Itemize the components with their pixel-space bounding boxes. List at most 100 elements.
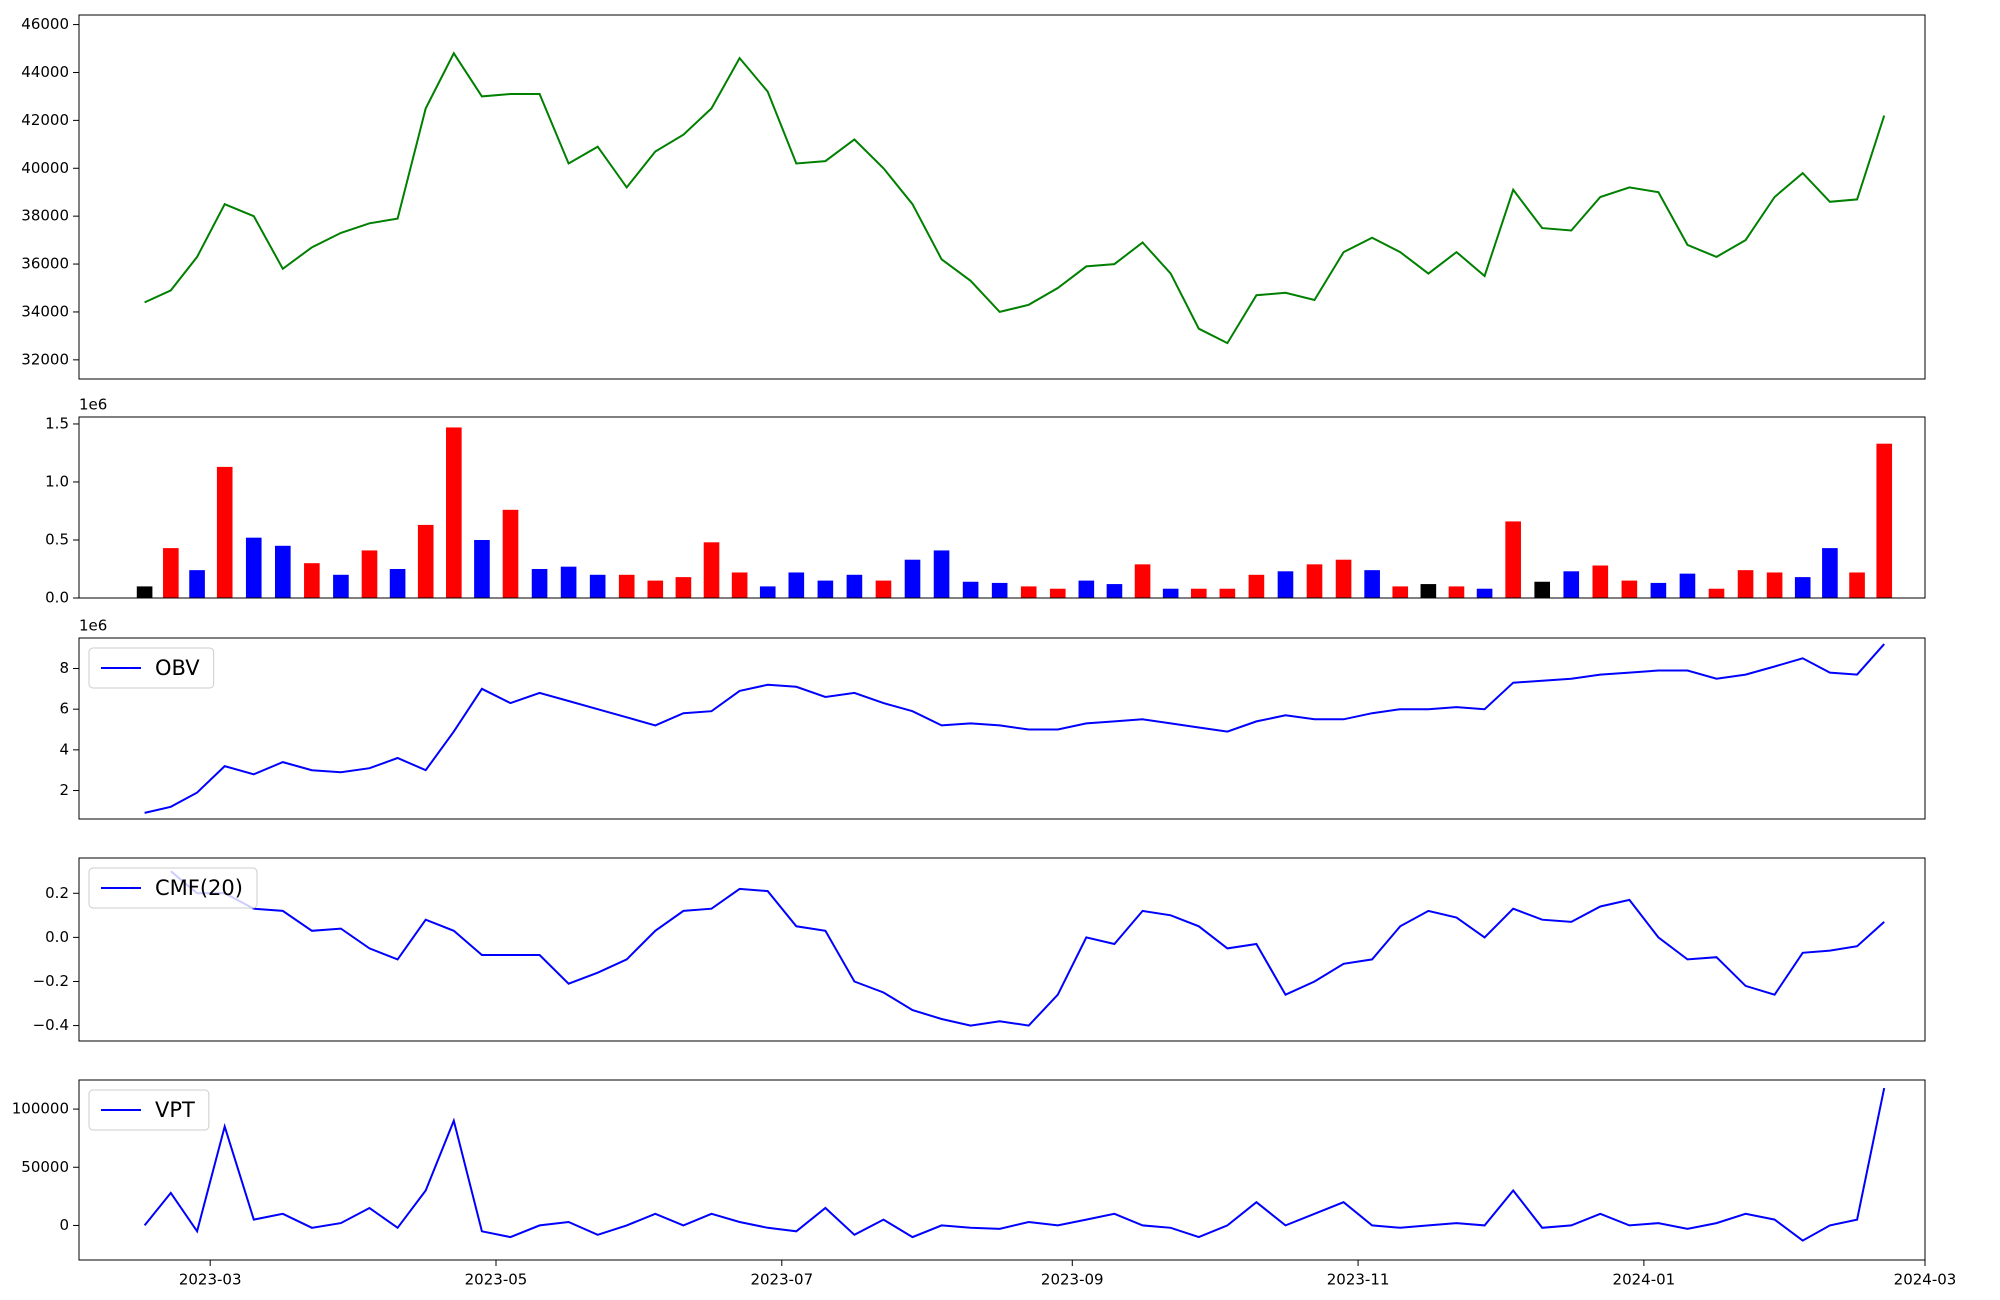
y-tick-label: 0.0 — [45, 928, 69, 946]
y-tick-label: 44000 — [21, 63, 69, 81]
bar — [531, 568, 548, 598]
bar — [560, 566, 577, 598]
bar — [618, 574, 635, 598]
bar — [1078, 580, 1095, 598]
offset-label: 1e6 — [79, 617, 107, 635]
bar — [904, 559, 921, 598]
bar — [1708, 588, 1725, 598]
y-tick-label: 4 — [59, 740, 69, 758]
x-tick-label: 2024-03 — [1894, 1271, 1957, 1289]
y-tick-label: 6 — [59, 700, 69, 718]
y-tick-label: 0.0 — [45, 589, 69, 607]
offset-label: 1e6 — [79, 396, 107, 414]
legend-label: VPT — [155, 1098, 195, 1122]
bar — [1737, 570, 1754, 598]
y-tick-label: 1.0 — [45, 472, 69, 490]
bar — [788, 572, 805, 598]
bar — [991, 582, 1008, 598]
bar — [1621, 580, 1638, 598]
bar — [675, 577, 692, 598]
bar — [163, 548, 179, 598]
bar — [1420, 584, 1437, 598]
bar — [1335, 559, 1352, 598]
bar — [731, 572, 748, 598]
y-tick-label: 36000 — [21, 255, 69, 273]
bar — [1650, 582, 1667, 598]
x-tick-label: 2023-07 — [750, 1271, 813, 1289]
bar — [1679, 573, 1696, 598]
bar — [875, 580, 892, 598]
bar — [274, 545, 291, 598]
y-tick-label: 50000 — [21, 1158, 69, 1176]
y-tick-label: 38000 — [21, 207, 69, 225]
bar — [1392, 586, 1409, 598]
bar — [389, 568, 406, 598]
y-tick-label: −0.4 — [33, 1016, 69, 1034]
bar — [962, 581, 979, 598]
x-tick-label: 2023-05 — [465, 1271, 528, 1289]
bar — [1849, 572, 1865, 598]
bar — [589, 574, 606, 598]
legend-box — [88, 867, 258, 909]
legend-box — [88, 1089, 210, 1131]
legend-label: CMF(20) — [155, 876, 243, 900]
y-tick-label: 32000 — [21, 350, 69, 368]
bar — [474, 539, 490, 598]
axes-frame — [78, 1079, 1926, 1261]
x-tick-label: 2024-01 — [1613, 1271, 1676, 1289]
bar — [1248, 574, 1265, 598]
y-tick-label: 46000 — [21, 15, 69, 33]
y-tick-label: 0.5 — [45, 530, 69, 548]
bar — [647, 580, 664, 598]
bar — [361, 550, 378, 598]
x-tick-label: 2023-03 — [179, 1271, 242, 1289]
legend-label: OBV — [155, 656, 200, 680]
bar — [417, 524, 434, 598]
y-tick-label: 0 — [59, 1216, 69, 1234]
bar — [1563, 571, 1580, 598]
bar — [1822, 548, 1838, 598]
bar — [1306, 564, 1323, 598]
bar — [933, 550, 950, 598]
x-tick-label: 2023-11 — [1327, 1271, 1390, 1289]
bar — [1364, 570, 1380, 598]
bar — [1448, 586, 1465, 598]
y-tick-label: 8 — [59, 659, 69, 677]
bar — [1277, 571, 1294, 598]
line — [144, 643, 1885, 814]
bar — [1106, 584, 1123, 598]
bar — [1476, 588, 1493, 598]
bar — [817, 580, 834, 598]
bar — [245, 537, 262, 598]
line — [170, 870, 1885, 1027]
line — [143, 1087, 1886, 1242]
y-tick-label: 34000 — [21, 302, 69, 320]
bar — [846, 574, 863, 598]
bar — [1134, 564, 1151, 598]
bar — [1049, 588, 1066, 598]
bar — [502, 509, 519, 598]
y-tick-label: 1.5 — [45, 414, 69, 432]
y-tick-label: 42000 — [21, 111, 69, 129]
bar — [1190, 588, 1207, 598]
bar — [1505, 521, 1521, 598]
x-tick-label: 2023-09 — [1041, 1271, 1104, 1289]
bar — [1162, 588, 1179, 598]
bar — [189, 570, 205, 598]
bar — [1020, 586, 1037, 598]
bar — [1794, 577, 1811, 598]
y-tick-label: 100000 — [12, 1100, 69, 1118]
legend-box — [88, 647, 215, 689]
bar — [216, 466, 233, 598]
axes-frame — [78, 416, 1926, 599]
axes-frame — [78, 857, 1926, 1042]
bar — [1766, 572, 1783, 598]
y-tick-label: −0.2 — [33, 972, 69, 990]
bar — [1534, 581, 1551, 598]
bar — [304, 563, 320, 598]
bar — [703, 542, 720, 598]
bar — [1876, 443, 1893, 598]
y-tick-label: 0.2 — [45, 884, 69, 902]
y-tick-label: 40000 — [21, 159, 69, 177]
